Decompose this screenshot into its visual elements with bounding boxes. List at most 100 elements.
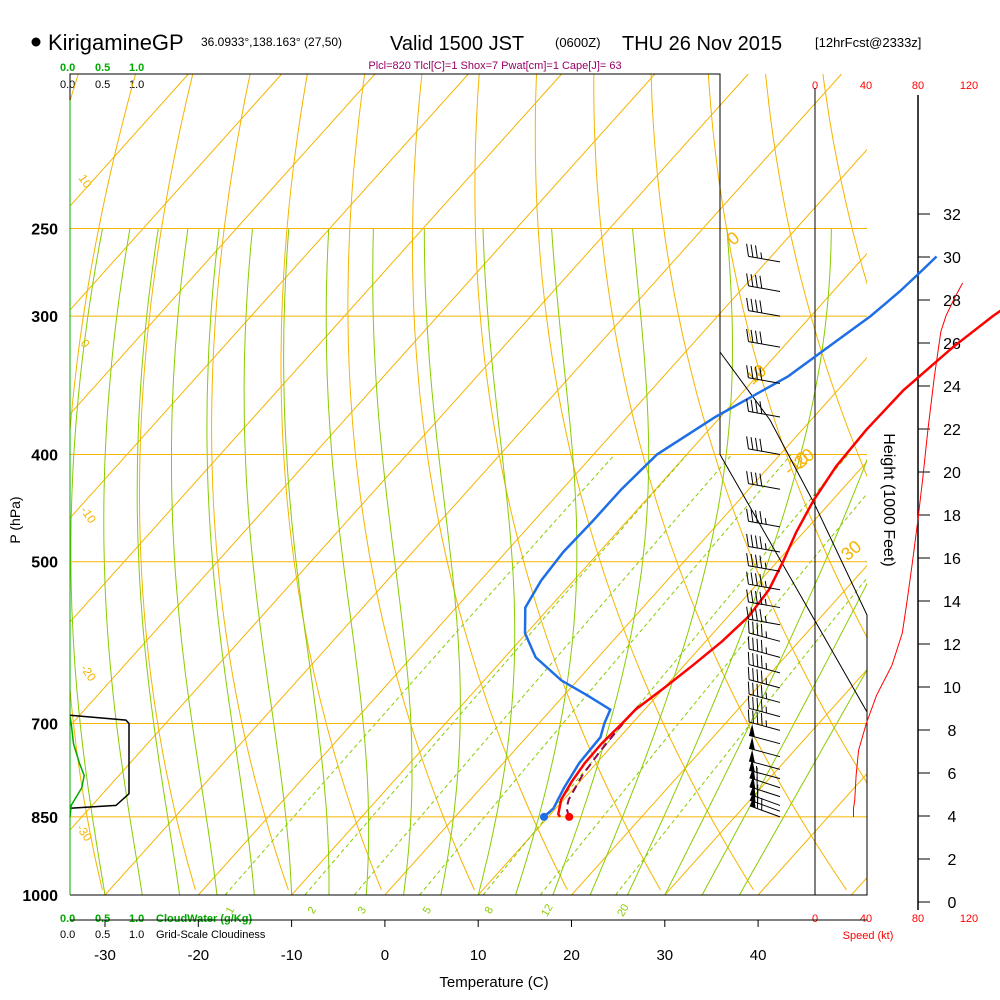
- wind-barb-feather: [754, 274, 758, 288]
- moist-adiabat-line: [136, 228, 181, 895]
- isotherm-line: [384, 356, 867, 895]
- top-cloudwater-scale: 0.0 0.5 1.0: [60, 62, 144, 74]
- isotherm-line: [197, 148, 867, 895]
- isotherm-line: [664, 668, 867, 895]
- top-speed-tick-3: 120: [960, 80, 978, 92]
- wind-barb-feather: [747, 681, 750, 695]
- dry-adiabat-line: [474, 74, 661, 891]
- height-tick-label: 2: [948, 852, 957, 869]
- height-tick-label: 28: [943, 293, 961, 310]
- wind-barb-shaft: [748, 483, 781, 490]
- wind-barb-feather: [750, 553, 754, 567]
- wind-barb-feather: [760, 623, 763, 637]
- bottom-speed-tick-1: 40: [860, 913, 872, 925]
- wind-barb: [746, 273, 781, 292]
- station-name: KirigamineGP: [48, 30, 184, 55]
- wind-barb-shaft: [748, 285, 781, 292]
- moist-adiabat-line: [283, 228, 330, 895]
- mixing-ratio-line: [419, 454, 792, 895]
- sounding-traces: [523, 255, 1000, 821]
- height-tick-label: 0: [948, 895, 957, 912]
- wind-barb-shaft: [748, 601, 781, 609]
- dry-adiabat-line: [347, 74, 475, 891]
- wind-barbs: [746, 243, 781, 818]
- moist-adiabat-line: [738, 669, 867, 895]
- wind-barb: [746, 606, 781, 626]
- wind-barb: [748, 723, 781, 745]
- isotherm-line: [571, 564, 867, 895]
- height-tick-label: 10: [943, 680, 961, 697]
- x-axis-tick-label: 20: [563, 947, 580, 964]
- wind-barb-feather: [756, 697, 759, 711]
- wind-barb-flag: [749, 736, 755, 750]
- top-speed-scale: 0 40 80 120: [812, 80, 978, 92]
- station-coords: 36.0933°,138.163° (27,50): [201, 35, 342, 49]
- moist-adiabat-line: [664, 458, 867, 895]
- x-axis-tick-label: 40: [750, 947, 767, 964]
- wind-barb: [746, 436, 781, 455]
- wind-speed-trace: [853, 282, 964, 817]
- wind-barb-feather: [754, 535, 758, 549]
- wind-barb-shaft: [748, 693, 781, 703]
- wind-barb-feather: [746, 398, 749, 412]
- wind-barb-feather: [756, 711, 759, 725]
- wind-barb-shaft: [748, 565, 781, 572]
- height-tick-label: 26: [943, 336, 961, 353]
- wind-barb-feather: [756, 638, 759, 652]
- mixing-ratio-line: [482, 454, 849, 895]
- bottom-cloudiness-tick-0: 0.0: [60, 929, 75, 941]
- wind-barb-feather: [759, 300, 763, 313]
- wind-barb-half-feather: [760, 252, 763, 259]
- mixing-ratio-label: 5: [421, 905, 434, 916]
- moist-adiabat-line: [243, 228, 293, 895]
- wind-barb: [746, 365, 781, 384]
- isotherm-line: [70, 74, 656, 727]
- wind-barb-shaft: [748, 310, 781, 317]
- dry-adiabat-line: [707, 74, 867, 639]
- wind-barb-shaft: [748, 583, 781, 591]
- wind-barb: [746, 533, 781, 553]
- top-speed-tick-1: 40: [860, 80, 872, 92]
- wind-barb: [746, 243, 781, 263]
- wind-barb-feather: [754, 437, 758, 451]
- bottom-speed-tick-0: 0: [812, 913, 818, 925]
- station-dot-icon: [31, 37, 41, 47]
- mixing-ratio-line: [304, 454, 688, 895]
- wind-barb-feather: [746, 571, 749, 585]
- mixing-ratio-label: 20: [615, 902, 632, 919]
- wind-barb: [747, 681, 781, 703]
- bottom-cloudwater-scale: 0.0 0.5 1.0 CloudWater (g/Kg): [60, 913, 252, 925]
- wind-barb-feather: [754, 330, 758, 344]
- height-tick-label: 6: [948, 766, 957, 783]
- wind-barb-feather: [760, 685, 763, 698]
- wind-barb-feather: [750, 607, 754, 621]
- wind-barb-feather: [750, 365, 754, 379]
- wind-barb-feather: [746, 436, 749, 449]
- wind-barb-feather: [752, 696, 754, 710]
- adiabat-label: -20: [78, 662, 100, 685]
- wind-barb-shaft: [748, 520, 781, 528]
- x-axis-tick-label: -20: [187, 947, 209, 964]
- wind-barb-shaft: [748, 679, 781, 689]
- wind-barb-feather: [759, 367, 763, 381]
- wind-barb-feather: [754, 366, 758, 380]
- wind-barb-feather: [759, 275, 763, 289]
- wind-barb-feather: [752, 710, 754, 724]
- isotherm-line: [70, 74, 469, 519]
- wind-barb-feather: [759, 536, 763, 549]
- wind-barb-half-feather: [764, 615, 767, 623]
- background-grid: [70, 74, 867, 895]
- wind-barb-feather: [750, 329, 754, 343]
- isotherm-line: [70, 74, 283, 311]
- height-tick-label: 8: [948, 723, 957, 740]
- wind-barb-half-feather: [764, 580, 767, 588]
- wind-barb-feather: [746, 273, 749, 286]
- dry-adiabat-line: [139, 74, 196, 891]
- wind-barb-feather: [746, 606, 749, 620]
- isotherm-line: [757, 772, 867, 895]
- temperature-trace: [556, 309, 1000, 818]
- mixing-ratio-label: 12: [539, 902, 556, 919]
- wind-barb-feather: [750, 471, 754, 485]
- wind-barb: [747, 636, 781, 658]
